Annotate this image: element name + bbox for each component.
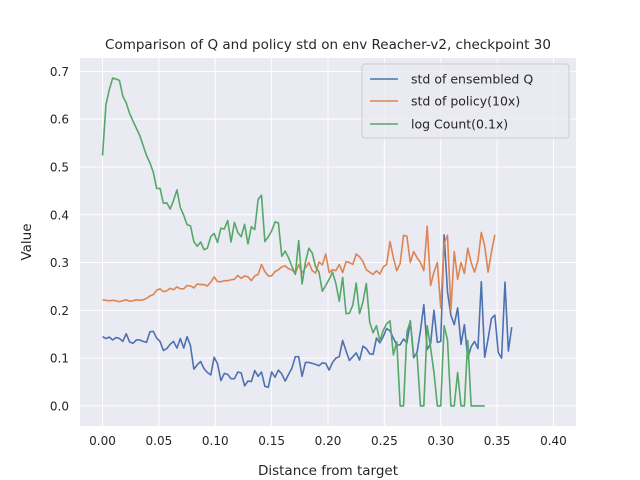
x-axis-ticks: 0.00 0.05 0.10 0.15 0.20 0.25 0.30 0.35 0.40 — [89, 434, 567, 448]
y-tick-label: 0.5 — [50, 160, 69, 174]
y-axis-ticks: 0.0 0.1 0.2 0.3 0.4 0.5 0.6 0.7 — [50, 65, 69, 414]
legend-label-std-of-policy: std of policy(10x) — [411, 94, 520, 109]
x-tick-label: 0.40 — [540, 434, 567, 448]
series-line-1 — [102, 225, 496, 312]
legend-label-std-of-ensembled-q: std of ensembled Q — [411, 72, 533, 87]
x-tick-label: 0.35 — [484, 434, 511, 448]
y-tick-label: 0.4 — [50, 208, 69, 222]
y-tick-label: 0.6 — [50, 113, 69, 127]
y-tick-label: 0.1 — [50, 352, 69, 366]
x-tick-label: 0.05 — [146, 434, 173, 448]
x-axis-label: Distance from target — [258, 463, 398, 479]
legend-label-log-count: log Count(0.1x) — [411, 117, 508, 132]
y-tick-label: 0.0 — [50, 399, 69, 413]
y-tick-label: 0.7 — [50, 65, 69, 79]
y-axis-label: Value — [19, 223, 35, 260]
x-tick-label: 0.20 — [315, 434, 342, 448]
x-tick-label: 0.10 — [202, 434, 229, 448]
chart-title: Comparison of Q and policy std on env Re… — [105, 37, 551, 53]
y-tick-label: 0.2 — [50, 304, 69, 318]
series-line-2 — [101, 77, 485, 407]
x-tick-label: 0.25 — [371, 434, 398, 448]
series-lines — [101, 77, 513, 407]
x-tick-label: 0.30 — [427, 434, 454, 448]
y-tick-label: 0.3 — [50, 256, 69, 270]
x-tick-label: 0.15 — [258, 434, 285, 448]
x-tick-label: 0.00 — [89, 434, 116, 448]
legend-box — [361, 63, 570, 139]
legend: std of ensembled Q std of policy(10x) lo… — [361, 63, 570, 139]
